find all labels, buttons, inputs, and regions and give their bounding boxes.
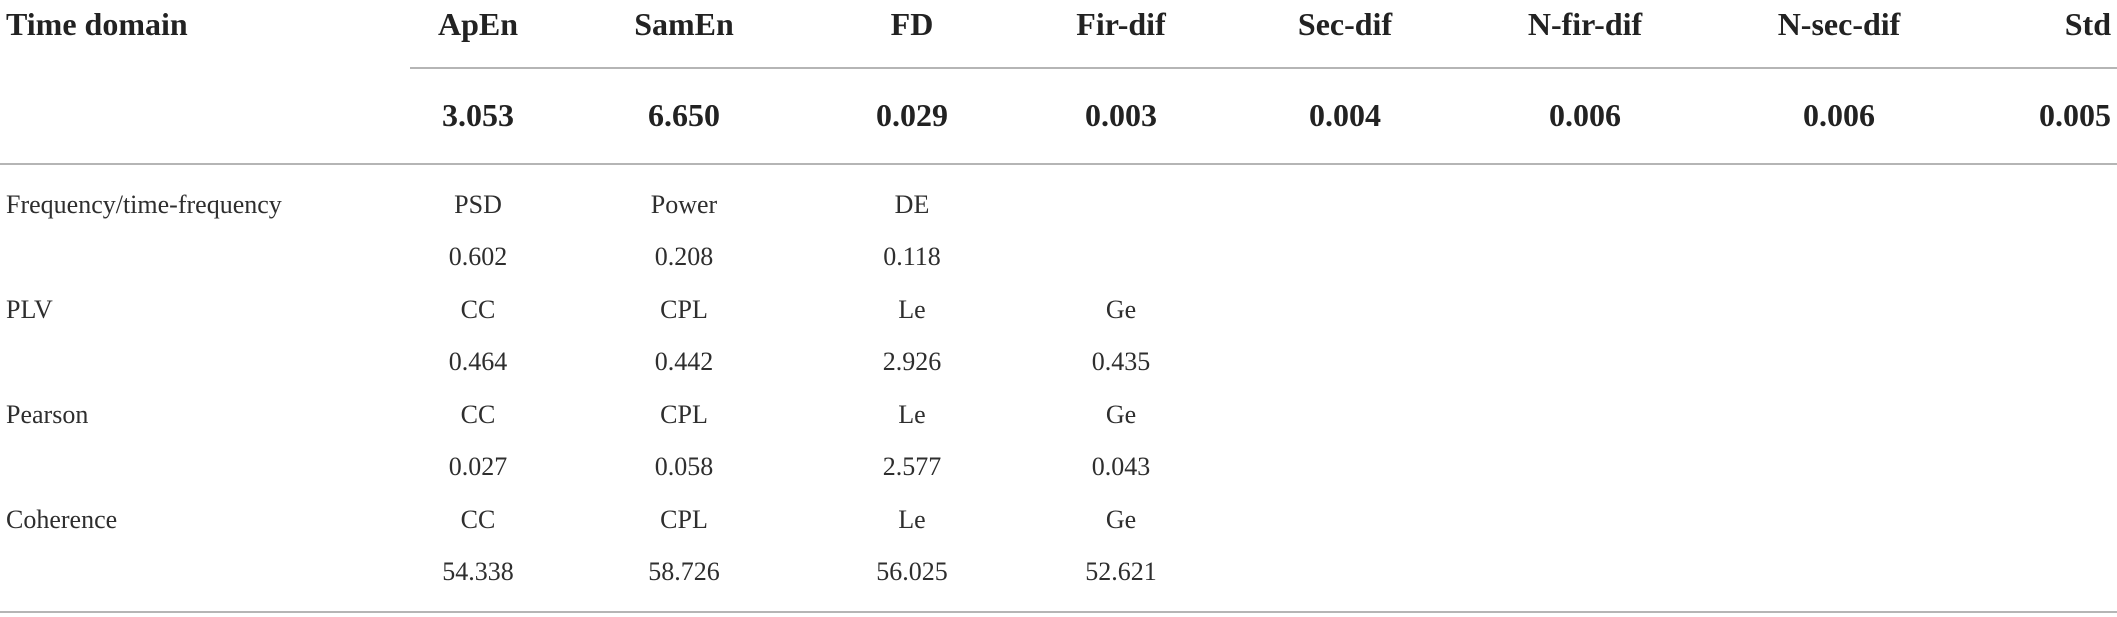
- feature-value: 0.435: [1091, 347, 1151, 376]
- feature-name: DE: [894, 190, 930, 219]
- feature-value: 2.926: [882, 347, 942, 376]
- value-fir-dif: 0.003: [1085, 97, 1157, 133]
- feature-value: 0.464: [448, 347, 508, 376]
- header-fir-dif: Fir-dif: [1076, 6, 1166, 42]
- feature-value: 2.577: [882, 452, 942, 481]
- feature-value: 0.602: [448, 242, 508, 271]
- feature-value: 58.726: [648, 557, 720, 586]
- feature-value: 54.338: [442, 557, 514, 586]
- feature-name: Ge: [1105, 505, 1137, 534]
- row-label-pearson: Pearson: [6, 400, 89, 429]
- feature-name: Le: [898, 505, 926, 534]
- value-fd: 0.029: [876, 97, 948, 133]
- feature-name: Le: [898, 400, 926, 429]
- header-underline: [410, 67, 2117, 69]
- row-label-plv: PLV: [6, 295, 53, 324]
- feature-value: 56.025: [876, 557, 948, 586]
- value-n-fir-dif: 0.006: [1549, 97, 1621, 133]
- header-std: Std: [2064, 6, 2111, 42]
- feature-value: 0.043: [1091, 452, 1151, 481]
- section-divider: [0, 163, 2117, 165]
- feature-value: 0.027: [448, 452, 508, 481]
- feature-name: CC: [460, 400, 496, 429]
- value-samen: 6.650: [648, 97, 720, 133]
- header-samen: SamEn: [634, 6, 734, 42]
- feature-name: Ge: [1105, 295, 1137, 324]
- row-label-frequency: Frequency/time-frequency: [6, 190, 282, 219]
- header-time-domain: Time domain: [6, 6, 188, 42]
- feature-value: 0.208: [654, 242, 714, 271]
- header-n-fir-dif: N-fir-dif: [1527, 6, 1643, 42]
- feature-value: 0.118: [883, 242, 941, 271]
- header-apen: ApEn: [437, 6, 519, 42]
- header-sec-dif: Sec-dif: [1297, 6, 1393, 42]
- header-n-sec-dif: N-sec-dif: [1777, 6, 1901, 42]
- feature-name: PSD: [454, 190, 502, 219]
- value-sec-dif: 0.004: [1309, 97, 1381, 133]
- feature-name: CC: [460, 505, 496, 534]
- feature-name: CC: [460, 295, 496, 324]
- row-label-coherence: Coherence: [6, 505, 118, 534]
- feature-name: CPL: [660, 295, 708, 324]
- feature-name: Le: [898, 295, 926, 324]
- feature-value: 0.058: [654, 452, 714, 481]
- value-std: 0.005: [2039, 97, 2111, 133]
- feature-value: 0.442: [654, 347, 714, 376]
- feature-value: 52.621: [1085, 557, 1157, 586]
- feature-name: CPL: [660, 400, 708, 429]
- feature-name: Ge: [1105, 400, 1137, 429]
- feature-name: Power: [650, 190, 718, 219]
- table-bottom-rule: [0, 611, 2117, 613]
- header-fd: FD: [890, 6, 934, 42]
- feature-name: CPL: [660, 505, 708, 534]
- value-n-sec-dif: 0.006: [1803, 97, 1875, 133]
- value-apen: 3.053: [442, 97, 514, 133]
